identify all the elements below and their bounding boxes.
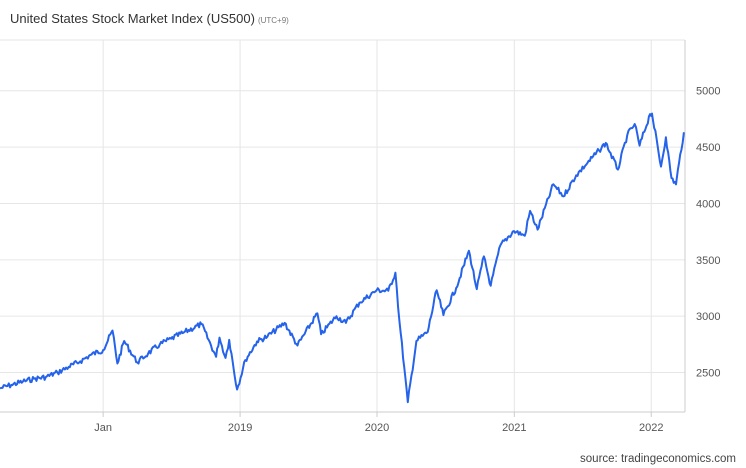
x-tick-label: 2020: [365, 422, 389, 434]
series: [0, 112, 685, 404]
chart-title-text: United States Stock Market Index (US500): [10, 11, 255, 26]
y-tick-label: 4500: [696, 142, 720, 154]
x-tick-label: 2022: [639, 422, 663, 434]
axes: 2500 3000 3500 4000 4500 5000 Jan 2019 2020 2021 2…: [0, 40, 720, 434]
x-tick-label: 2021: [502, 422, 526, 434]
timezone-label: (UTC+9): [257, 16, 289, 25]
source-label: source: tradingeconomics.com: [580, 453, 736, 465]
chart-title: United States Stock Market Index (US500)…: [10, 11, 289, 26]
x-tick-label: 2019: [228, 422, 252, 434]
grid: [0, 39, 685, 412]
series-line: [0, 112, 685, 404]
y-tick-label: 3500: [696, 255, 720, 267]
y-tick-label: 3000: [696, 311, 720, 323]
y-tick-label: 5000: [696, 86, 720, 98]
y-tick-label: 2500: [696, 368, 720, 380]
x-tick-label: Jan: [94, 422, 112, 434]
y-tick-label: 4000: [696, 198, 720, 210]
